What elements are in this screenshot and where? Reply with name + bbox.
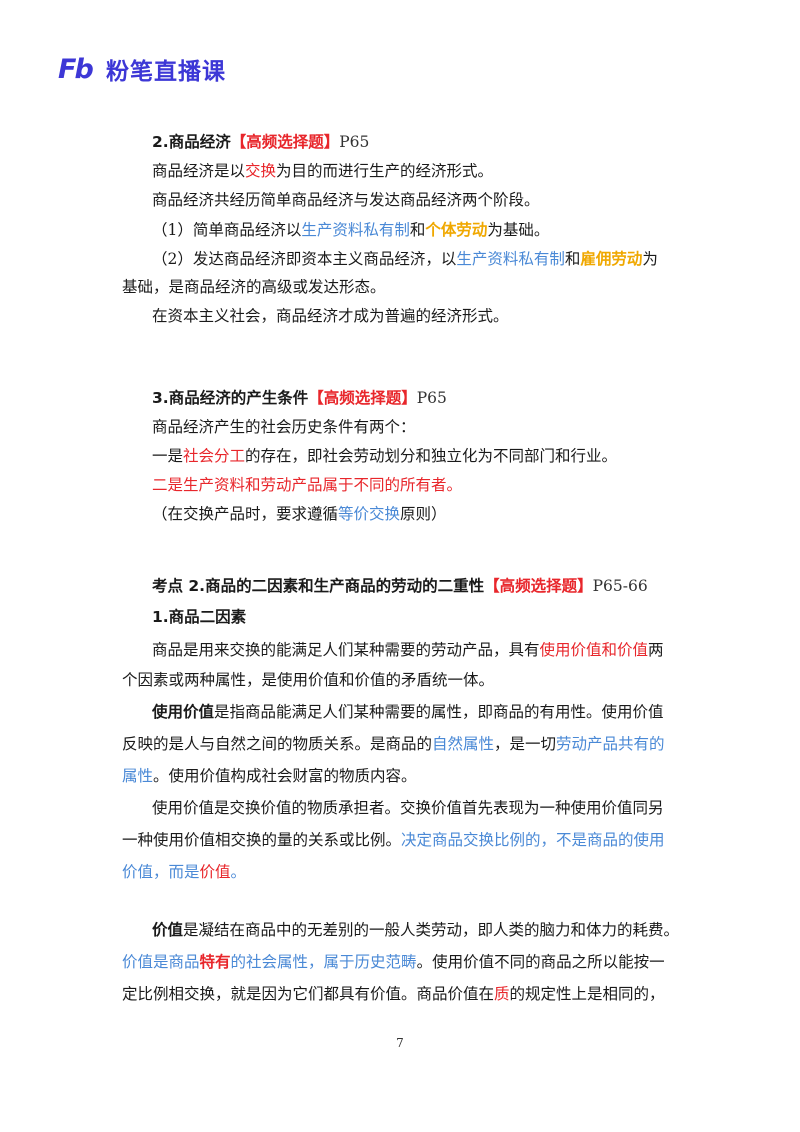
brand-header: Fb 粉笔直播课 [58,52,226,86]
page-number: 7 [396,1036,404,1050]
paragraph: 价值是凝结在商品中的无差别的一般人类劳动，即人类的脑力和体力的耗费。 [152,921,680,939]
brand-name: 粉笔直播课 [106,59,226,85]
section-commodity-economy: 2.商品经济【高频选择题】P65 商品经济是以交换为目的而进行生产的经济形式。 … [152,128,712,273]
paragraph: （2）发达商品经济即资本主义商品经济，以生产资料私有制和雇佣劳动为 [152,249,658,268]
paragraph: 商品经济产生的社会历史条件有两个： [152,418,416,436]
paragraph: 属性。使用价值构成社会财富的物质内容。 [122,767,417,785]
paragraph-block: 一种使用价值相交换的量的关系或比例。决定商品交换比例的，不是商品的使用 价值，而… [122,826,722,887]
paragraph: 个因素或两种属性，是使用价值和价值的矛盾统一体。 [122,671,495,689]
paragraph-block: 价值是凝结在商品中的无差别的一般人类劳动，即人类的脑力和体力的耗费。 [152,916,722,945]
paragraph-block: 价值是商品特有的社会属性，属于历史范畴。使用价值不同的商品之所以能按一 定比例相… [122,948,722,1009]
paragraph-continuation: 基础，是商品经济的高级或发达形态。 [122,273,712,302]
section-heading: 2.商品经济【高频选择题】P65 [152,133,370,151]
paragraph-block: 使用价值是指商品能满足人们某种需要的属性，即商品的有用性。使用价值 [152,698,722,727]
subsection-heading: 1.商品二因素 [152,608,247,626]
paragraph-block: 个因素或两种属性，是使用价值和价值的矛盾统一体。 [122,666,712,695]
paragraph: 价值，而是价值。 [122,863,247,881]
paragraph-block: 在资本主义社会，商品经济才成为普遍的经济形式。 [152,302,712,331]
paragraph: 二是生产资料和劳动产品属于不同的所有者。 [152,476,463,494]
paragraph: 一是社会分工的存在，即社会劳动划分和独立化为不同部门和行业。 [152,447,618,465]
paragraph: 定比例相交换，就是因为它们都具有价值。商品价值在质的规定性上是相同的， [122,985,665,1003]
paragraph: （1）简单商品经济以生产资料私有制和个体劳动为基础。 [152,220,550,239]
section-heading: 考点 2.商品的二因素和生产商品的劳动的二重性【高频选择题】P65-66 [152,577,648,595]
paragraph: 反映的是人与自然之间的物质关系。是商品的自然属性，是一切劳动产品共有的 [122,735,665,753]
fb-logo-icon: Fb [58,53,94,85]
paragraph: 在资本主义社会，商品经济才成为普遍的经济形式。 [152,307,509,325]
paragraph: （在交换产品时，要求遵循等价交换原则） [152,505,447,523]
paragraph: 商品是用来交换的能满足人们某种需要的劳动产品，具有使用价值和价值两 [152,641,664,659]
paragraph: 一种使用价值相交换的量的关系或比例。决定商品交换比例的，不是商品的使用 [122,831,665,849]
section-key-point-2: 考点 2.商品的二因素和生产商品的劳动的二重性【高频选择题】P65-66 1.商… [152,572,722,665]
paragraph: 价值是商品特有的社会属性，属于历史范畴。使用价值不同的商品之所以能按一 [122,953,665,971]
section-heading: 3.商品经济的产生条件【高频选择题】P65 [152,389,447,407]
paragraph-block: 反映的是人与自然之间的物质关系。是商品的自然属性，是一切劳动产品共有的 属性。使… [122,730,722,791]
paragraph: 基础，是商品经济的高级或发达形态。 [122,278,386,296]
paragraph-block: 使用价值是交换价值的物质承担者。交换价值首先表现为一种使用价值同另 [152,794,722,823]
paragraph: 商品经济共经历简单商品经济与发达商品经济两个阶段。 [152,191,540,209]
section-conditions: 3.商品经济的产生条件【高频选择题】P65 商品经济产生的社会历史条件有两个： … [152,384,712,529]
paragraph: 使用价值是指商品能满足人们某种需要的属性，即商品的有用性。使用价值 [152,703,664,721]
paragraph: 使用价值是交换价值的物质承担者。交换价值首先表现为一种使用价值同另 [152,799,664,817]
paragraph: 商品经济是以交换为目的而进行生产的经济形式。 [152,162,494,180]
